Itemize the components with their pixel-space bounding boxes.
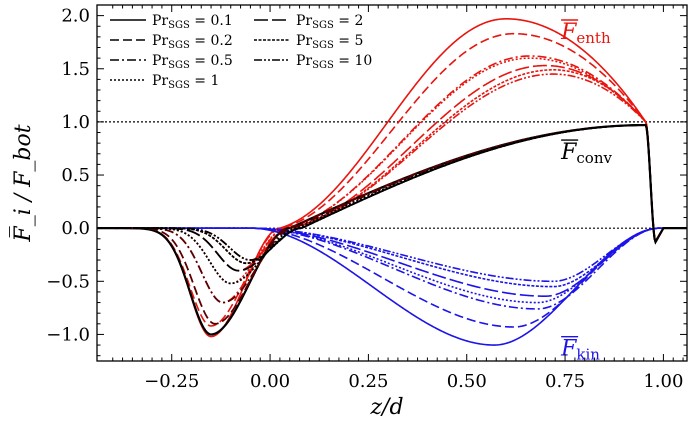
legend-label: PrSGS = 10	[296, 53, 372, 71]
plot-frame	[96, 4, 688, 362]
axis-ticks	[97, 5, 687, 361]
series-enth-pr-0.2	[97, 32, 687, 327]
legend-label: PrSGS = 0.1	[152, 13, 233, 31]
x-tick-label: 0.75	[545, 371, 585, 392]
y-tick-label: −0.5	[46, 271, 90, 292]
y-tick-label: 0.5	[61, 165, 90, 186]
legend-label: PrSGS = 2	[296, 13, 363, 31]
series-kin-pr-0.1	[97, 227, 687, 346]
reference-lines	[97, 121, 687, 229]
series-enth-pr-10	[97, 73, 687, 261]
series-enth-pr-1	[97, 57, 687, 285]
x-tick-label: 0.50	[447, 371, 487, 392]
legend-label: PrSGS = 5	[296, 33, 363, 51]
axis-labels: z/d F̅_i / F_bot	[9, 124, 404, 420]
series-enth-pr-5	[97, 69, 687, 265]
series-conv-4	[97, 124, 687, 272]
series-kin-pr-1	[97, 227, 687, 304]
series-kin-pr-0.5	[97, 227, 687, 310]
x-axis-label: z/d	[369, 395, 403, 420]
x-tick-label: 0.25	[348, 371, 388, 392]
series-kin-pr-2	[97, 227, 687, 297]
y-axis-label: F̅_i / F_bot	[9, 124, 36, 242]
legend-label: PrSGS = 0.5	[152, 53, 233, 71]
legend: PrSGS = 0.1 PrSGS = 0.2 PrSGS = 0.5 PrSGS =…	[110, 13, 372, 91]
series-enth-pr-0.5	[97, 55, 687, 304]
y-tick-label: 2.0	[61, 6, 90, 27]
y-tick-label: −1.0	[46, 324, 90, 345]
series-kin-pr-10	[97, 227, 687, 283]
series-kin-pr-5	[97, 227, 687, 288]
y-tick-label: 0.0	[61, 218, 90, 239]
legend-label: PrSGS = 1	[152, 73, 219, 91]
series-conv-6	[97, 124, 687, 261]
y-tick-label: 1.0	[61, 112, 90, 133]
x-tick-label: −0.25	[144, 371, 199, 392]
annotation-enth: Fenth	[560, 20, 611, 47]
x-tick-label: 1.00	[643, 371, 683, 392]
legend-label: PrSGS = 0.2	[152, 33, 233, 51]
series-layer	[97, 18, 687, 346]
tick-labels: −0.25 0.00 0.25 0.50 0.75 1.00 −1.0 −0.5 0.0 0.5 1…	[46, 6, 683, 392]
x-tick-label: 0.00	[250, 371, 290, 392]
annotation-conv: Fconv	[560, 140, 612, 167]
y-tick-label: 1.5	[61, 59, 90, 80]
